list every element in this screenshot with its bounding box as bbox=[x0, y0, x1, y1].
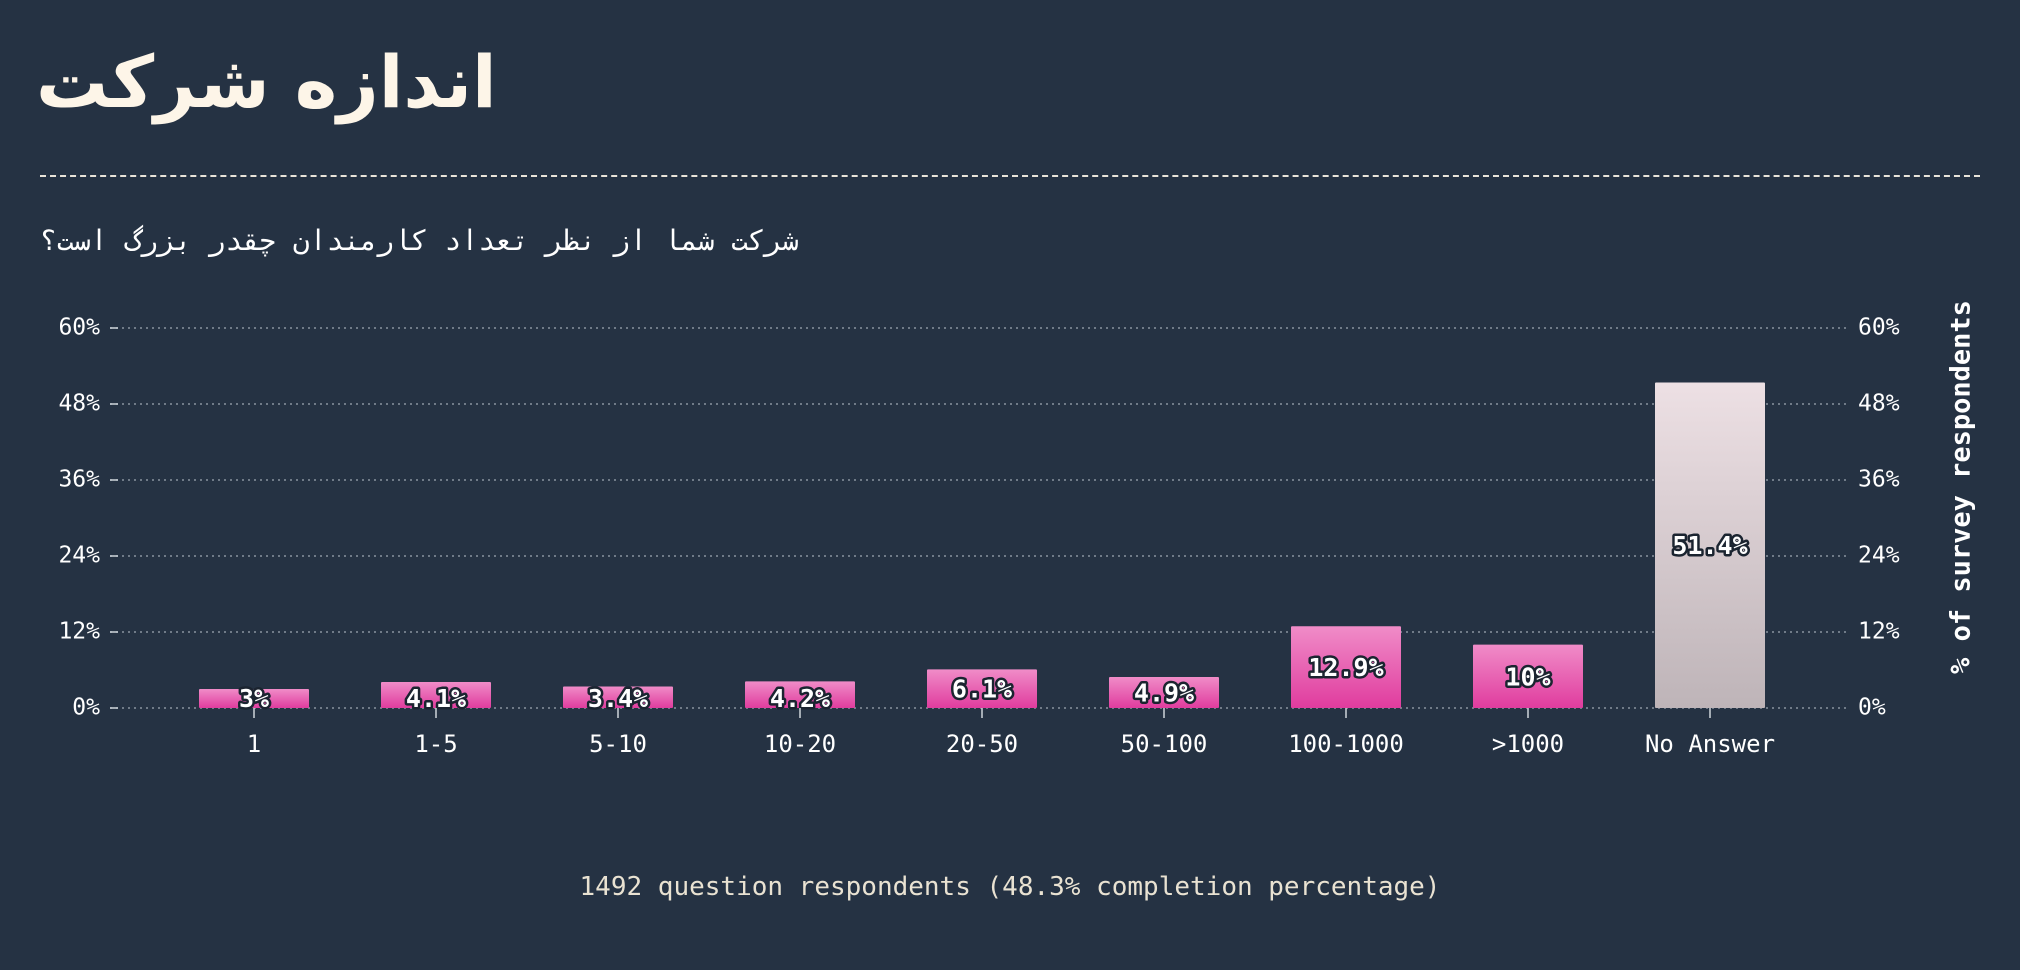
bar-no-answer bbox=[1655, 382, 1765, 708]
data-label: 6.1% bbox=[952, 675, 1012, 704]
y-tick-label-right: 0% bbox=[1858, 695, 1886, 721]
x-tick-label: 50-100 bbox=[1121, 730, 1208, 758]
y-tick-label-left: 24% bbox=[58, 543, 100, 569]
y-tick-label-left: 0% bbox=[72, 695, 100, 721]
y-tick-label-left: 12% bbox=[58, 619, 100, 645]
y-tick-label-left: 60% bbox=[58, 315, 100, 341]
x-tick-label: 1-5 bbox=[414, 730, 457, 758]
y-axis-label: % of survey respondents bbox=[1946, 300, 1977, 674]
chart-title: اندازه شرکت bbox=[36, 40, 497, 124]
x-axis: 1 1-5 5-10 10-20 20-50 50-100 100-1000 >1000 No … bbox=[247, 708, 1775, 758]
bar-1-5 bbox=[381, 682, 491, 708]
y-tick-label-right: 12% bbox=[1858, 619, 1900, 645]
x-tick-label: 10-20 bbox=[764, 730, 836, 758]
title-divider bbox=[40, 175, 1980, 177]
x-tick-label: No Answer bbox=[1645, 730, 1775, 758]
bar-100-1000 bbox=[1291, 626, 1401, 708]
y-axis-right: 0% 12% 24% 36% 48% 60% bbox=[1858, 315, 1900, 721]
y-tick-label-right: 48% bbox=[1858, 391, 1900, 417]
y-tick-label-right: 36% bbox=[1858, 467, 1900, 493]
y-tick-label-left: 48% bbox=[58, 391, 100, 417]
x-tick-label: 20-50 bbox=[946, 730, 1018, 758]
y-tick-label-right: 60% bbox=[1858, 315, 1900, 341]
data-label: 12.9% bbox=[1308, 653, 1383, 682]
bar->1000 bbox=[1473, 644, 1583, 708]
x-tick-label: 1 bbox=[247, 730, 261, 758]
y-tick-label-left: 36% bbox=[58, 467, 100, 493]
respondents-footer: 1492 question respondents (48.3% complet… bbox=[579, 872, 1441, 902]
bar-5-10 bbox=[563, 686, 673, 708]
x-tick-label: 100-1000 bbox=[1288, 730, 1404, 758]
data-label: 4.9% bbox=[1134, 678, 1194, 707]
bars bbox=[199, 382, 1765, 708]
bar-chart: 0%12%24%36%48%60% 0%12%24%36%48%60% 3% 4.… bbox=[58, 300, 1977, 758]
bar-50-100 bbox=[1109, 676, 1219, 708]
bar-20-50 bbox=[927, 669, 1037, 708]
chart-subtitle: شرکت شما از نظر تعداد کارمندان چقدر بزرگ… bbox=[40, 224, 799, 257]
x-tick-label: 5-10 bbox=[589, 730, 647, 758]
y-tick-label-right: 24% bbox=[1858, 543, 1900, 569]
data-labels: 3% 4.1% 3.4% 4.2% 6.1% 4.9%12.9% 10%51.4% bbox=[236, 529, 1750, 716]
bar-1 bbox=[199, 689, 309, 708]
data-label: 51.4% bbox=[1672, 531, 1747, 560]
x-tick-label: >1000 bbox=[1492, 730, 1564, 758]
y-axis-left: 0% 12% 24% 36% 48% 60% bbox=[58, 315, 118, 721]
data-label: 10% bbox=[1505, 662, 1550, 691]
bar-10-20 bbox=[745, 681, 855, 708]
grid-lines bbox=[110, 327, 1850, 709]
